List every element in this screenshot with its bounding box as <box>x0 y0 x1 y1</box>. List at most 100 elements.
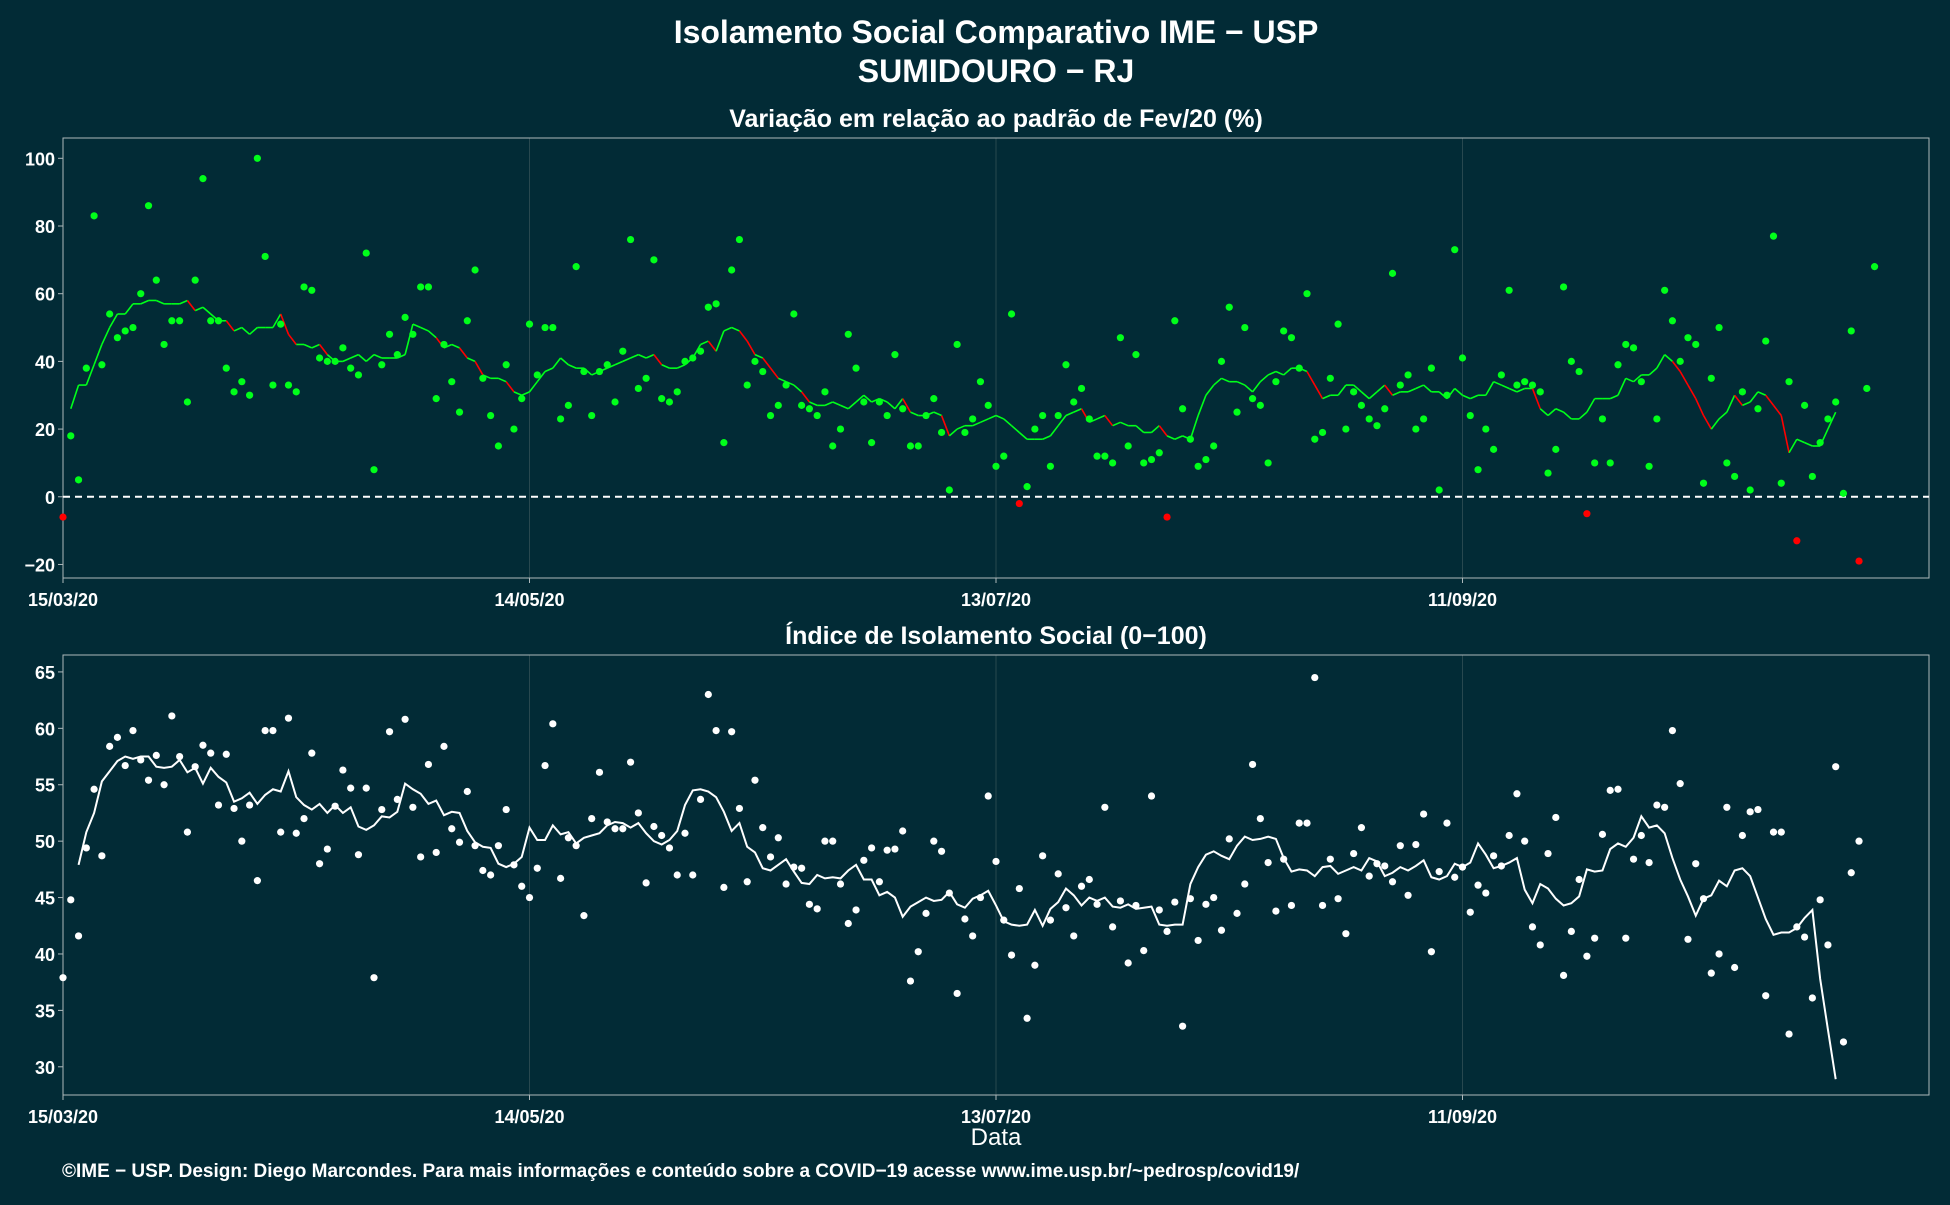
bottom-data-point <box>238 837 246 845</box>
top-moving-average-segment <box>1687 384 1697 400</box>
top-moving-average-segment <box>85 364 95 386</box>
top-data-point <box>1388 269 1397 277</box>
top-moving-average-segment <box>762 357 772 369</box>
top-data-point <box>214 317 223 325</box>
bottom-data-point <box>1015 884 1023 893</box>
top-moving-average-segment <box>832 401 841 407</box>
top-moving-average-segment <box>179 299 188 305</box>
bottom-data-point <box>261 726 269 735</box>
bottom-data-point <box>533 864 541 872</box>
top-moving-average-segment <box>738 330 748 342</box>
bottom-data-point <box>191 763 199 771</box>
top-moving-average-segment <box>940 415 951 437</box>
top-moving-average-segment <box>1259 374 1269 383</box>
top-data-point <box>199 175 207 183</box>
top-data-point <box>611 398 619 406</box>
bottom-data-point <box>183 828 191 836</box>
top-moving-average-segment <box>1625 377 1634 383</box>
bottom-data-point <box>906 977 915 985</box>
top-data-point <box>1451 246 1459 254</box>
top-data-point <box>976 378 985 386</box>
bottom-data-point <box>354 851 363 859</box>
bottom-data-point <box>1443 819 1451 827</box>
top-data-point <box>510 425 518 433</box>
top-data-point <box>969 415 977 423</box>
top-data-point <box>603 361 611 369</box>
top-moving-average-segment <box>995 414 1005 420</box>
bottom-data-point <box>976 893 985 902</box>
bottom-data-point <box>1427 948 1435 956</box>
bottom-data-point <box>1731 963 1739 972</box>
top-data-point <box>1808 472 1816 481</box>
bottom-data-point <box>1179 1022 1187 1030</box>
top-moving-average-segment <box>1174 435 1183 440</box>
top-data-point <box>1070 398 1078 406</box>
bottom-data-point <box>1777 828 1785 836</box>
bottom-data-point <box>1824 941 1832 949</box>
chart-main-title: Isolamento Social Comparativo IME − USP <box>674 14 1319 50</box>
bottom-data-point <box>549 720 557 728</box>
top-data-point <box>1287 334 1296 342</box>
top-data-point <box>1007 310 1016 318</box>
top-plot-frame <box>62 137 1930 579</box>
top-moving-average-segment <box>1671 360 1681 373</box>
top-moving-average-segment <box>1609 394 1619 400</box>
top-data-point <box>883 411 891 420</box>
bottom-data-points <box>59 673 1863 1046</box>
bottom-data-point <box>751 776 759 784</box>
top-data-point <box>1233 408 1241 416</box>
top-data-point <box>992 462 1000 470</box>
top-moving-average-segment <box>661 364 670 369</box>
top-data-point <box>689 354 697 362</box>
bottom-data-point <box>1248 760 1257 769</box>
chart-location-subtitle: SUMIDOURO − RJ <box>858 53 1134 89</box>
top-moving-average-segment <box>1742 401 1751 407</box>
bottom-data-point <box>98 852 106 860</box>
bottom-data-point <box>875 878 883 886</box>
top-data-point <box>1077 384 1086 393</box>
bottom-data-point <box>572 842 580 850</box>
top-moving-average-segment <box>1236 380 1246 386</box>
bottom-data-point <box>1606 786 1614 794</box>
bottom-data-point <box>440 742 448 750</box>
top-y-tick-label: 100 <box>25 149 55 169</box>
bottom-data-point <box>1707 969 1715 977</box>
top-moving-average-segment <box>272 313 282 328</box>
bottom-data-point <box>510 861 518 869</box>
bottom-y-tick-label: 40 <box>35 945 55 965</box>
top-data-point <box>315 354 324 362</box>
top-data-point <box>945 486 953 494</box>
bottom-data-point <box>1365 872 1373 880</box>
top-moving-average-segment <box>1757 391 1767 396</box>
bottom-data-point <box>603 818 611 826</box>
top-moving-average-segment <box>1749 391 1759 403</box>
top-data-point <box>891 351 899 359</box>
bottom-data-point <box>1357 824 1366 832</box>
bottom-data-point <box>339 766 347 774</box>
top-data-point <box>1373 422 1381 430</box>
top-data-point <box>1365 415 1373 423</box>
top-data-point <box>502 361 510 369</box>
bottom-data-point <box>1746 808 1754 816</box>
top-data-point <box>308 286 316 294</box>
bottom-data-point <box>774 834 782 842</box>
top-moving-average-segment <box>1244 384 1254 393</box>
bottom-data-point <box>658 831 666 840</box>
bottom-data-point <box>689 871 697 879</box>
bottom-data-point <box>1412 840 1420 849</box>
top-moving-average-segment <box>902 398 912 413</box>
top-data-point <box>1777 479 1785 487</box>
bottom-data-point <box>1070 932 1078 940</box>
bottom-data-point <box>417 853 425 861</box>
top-data-point <box>207 317 215 325</box>
top-moving-average-segment <box>1726 394 1736 413</box>
bottom-data-point <box>525 893 534 902</box>
bottom-data-point <box>1637 831 1645 840</box>
top-data-point <box>339 344 347 352</box>
top-data-point <box>1031 425 1039 433</box>
bottom-x-tick-label: 15/03/20 <box>28 1107 98 1127</box>
bottom-data-point <box>1311 673 1319 682</box>
bottom-data-point <box>74 932 83 940</box>
top-data-point <box>246 391 254 399</box>
top-moving-average-segment <box>1710 418 1720 430</box>
